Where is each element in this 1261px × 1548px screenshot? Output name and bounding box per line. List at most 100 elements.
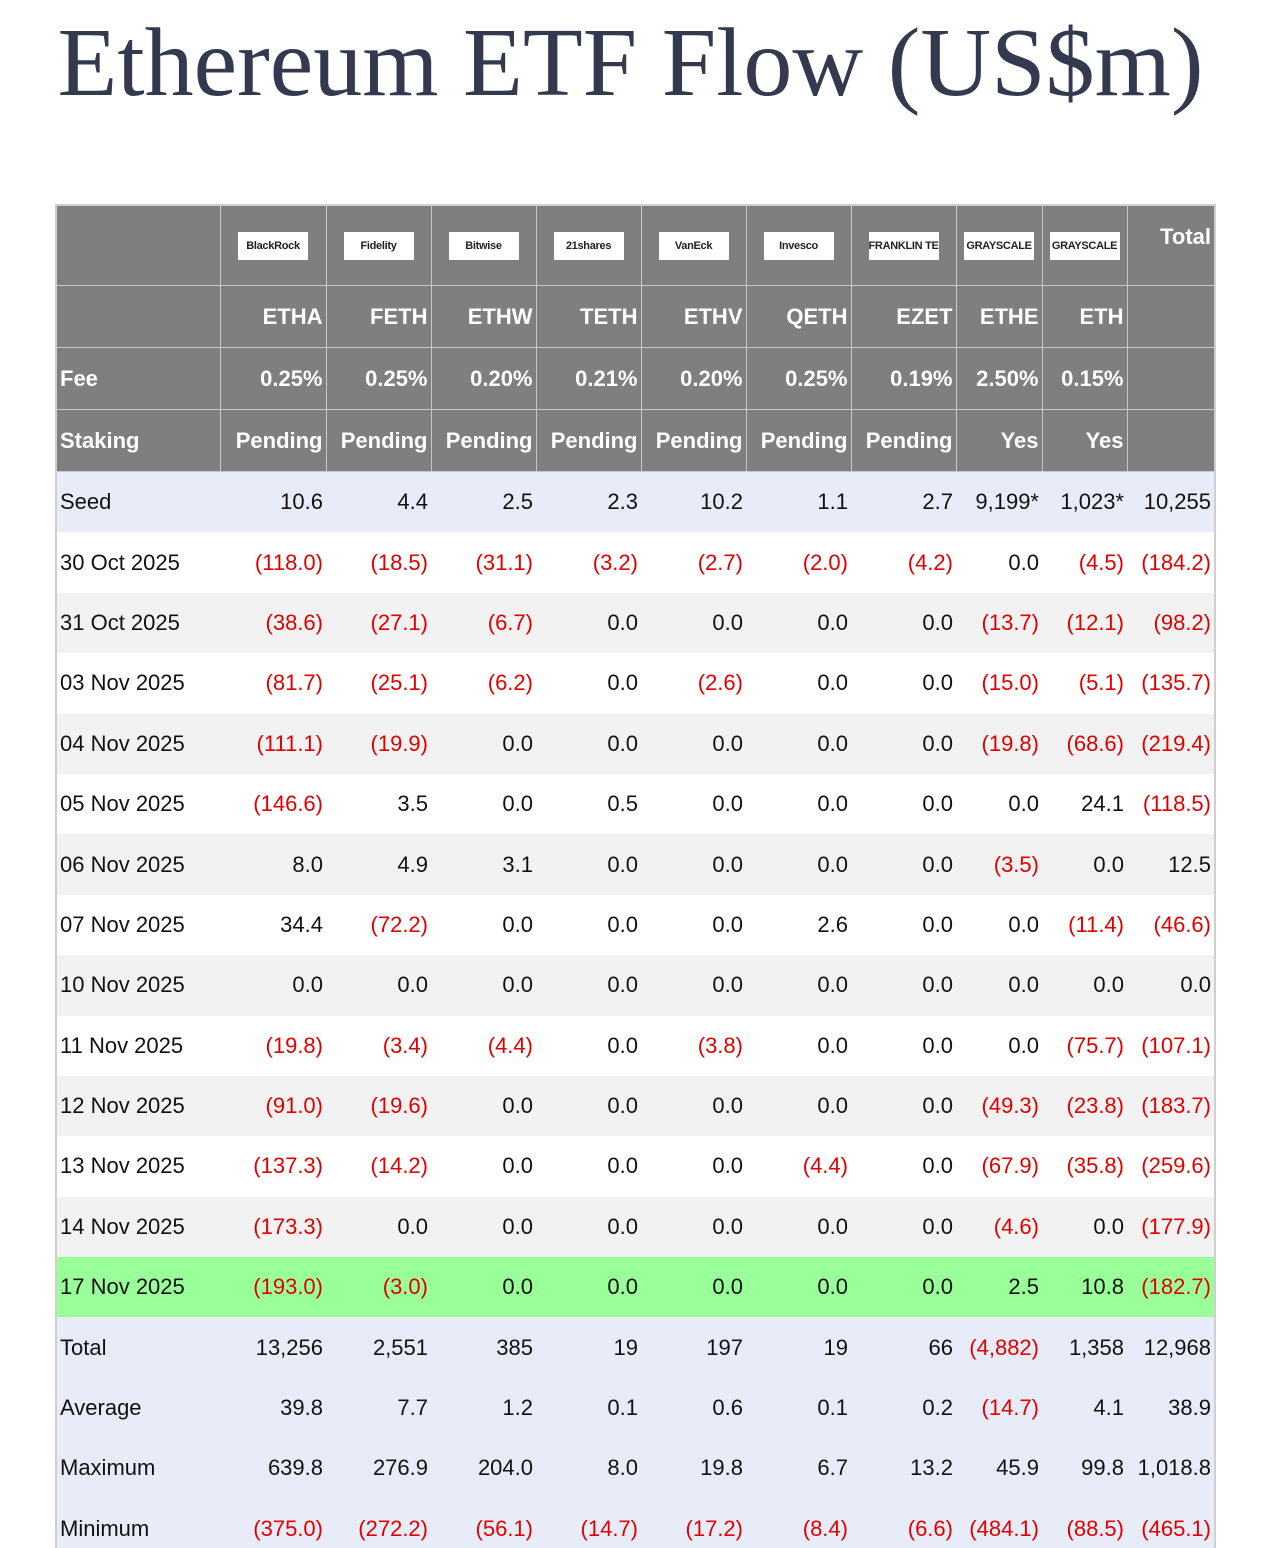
flow-cell: 0.1	[607, 1395, 638, 1421]
flow-cell: 0.0	[712, 791, 743, 817]
flow-cell: 99.8	[1081, 1455, 1124, 1481]
flow-cell: (35.8)	[1066, 1153, 1124, 1179]
flow-cell: (4,882)	[969, 1334, 1039, 1360]
flow-cell: 0.0	[607, 1213, 638, 1239]
flow-cell: (14.7)	[580, 1515, 638, 1541]
flow-cell: 19	[823, 1334, 848, 1360]
row-label: Minimum	[60, 1515, 150, 1541]
header-cell: Pending	[641, 409, 747, 472]
flow-cell: (272.2)	[358, 1515, 428, 1541]
fund-logo: Bitwise	[448, 231, 519, 260]
flow-cell: 0.0	[1008, 972, 1039, 998]
flow-cell: (72.2)	[370, 911, 428, 937]
flow-cell: 1,358	[1068, 1334, 1124, 1360]
logo-cell: GRAYSCALE	[1042, 205, 1128, 286]
table-row: Maximum 639.8 276.9 204.0 8.0 19.8 6.7 13.2 45.9…	[56, 1438, 1215, 1499]
header-cell: 2.50%	[956, 347, 1043, 410]
flow-cell: 0.0	[502, 911, 533, 937]
fund-logo: GRAYSCALE	[1049, 231, 1120, 260]
flow-cell: 0.0	[1008, 549, 1039, 575]
flow-cell: 4.9	[397, 851, 428, 877]
flow-cell: 2.7	[922, 489, 953, 515]
header-label: Fee	[56, 347, 221, 410]
flow-cell: 0.0	[922, 1274, 953, 1300]
flow-cell: 0.0	[502, 730, 533, 756]
header-cell: Pending	[326, 409, 432, 472]
header-label	[56, 285, 221, 348]
flow-cell: (137.3)	[253, 1153, 323, 1179]
header-row: Fee 0.25% 0.25% 0.20% 0.21% 0.20% 0.25% 0.19% 2.…	[56, 347, 1216, 410]
flow-cell: 6.7	[817, 1455, 848, 1481]
flow-cell: 13.2	[910, 1455, 953, 1481]
header-cell: 0.20%	[641, 347, 747, 410]
flow-cell: 4.1	[1093, 1395, 1124, 1421]
flow-cell: 0.0	[1093, 851, 1124, 877]
row-label: 11 Nov 2025	[60, 1032, 184, 1058]
flow-cell: 2.6	[817, 911, 848, 937]
flow-cell: (91.0)	[265, 1093, 323, 1119]
header-cell: ETHV	[641, 285, 747, 348]
flow-cell: (375.0)	[253, 1515, 323, 1541]
row-label: 10 Nov 2025	[60, 972, 185, 998]
flow-cell: (184.2)	[1141, 549, 1211, 575]
header-cell: EZET	[851, 285, 957, 348]
flow-cell: (3.0)	[382, 1274, 428, 1300]
flow-cell: 0.0	[1180, 972, 1211, 998]
row-label: 03 Nov 2025	[60, 670, 185, 696]
header-cell: Pending	[220, 409, 327, 472]
flow-cell: 0.0	[607, 1274, 638, 1300]
row-label: 04 Nov 2025	[60, 730, 185, 756]
header-cell	[1127, 347, 1216, 410]
row-label: Seed	[60, 489, 112, 515]
flow-cell: 2.5	[1008, 1274, 1039, 1300]
header-cell: 0.25%	[326, 347, 432, 410]
flow-cell: 197	[706, 1334, 743, 1360]
header-cell: ETHW	[431, 285, 537, 348]
flow-cell: (67.9)	[981, 1153, 1039, 1179]
header-label: Staking	[56, 409, 221, 472]
flow-cell: (118.0)	[254, 549, 323, 575]
flow-cell: (6.2)	[487, 670, 533, 696]
header-cell	[56, 205, 221, 286]
header-cell: Pending	[431, 409, 537, 472]
header-cell: Pending	[851, 409, 957, 472]
flow-cell: 10,255	[1143, 489, 1211, 515]
flow-cell: 0.0	[922, 609, 953, 635]
header-cell: ETHA	[220, 285, 327, 348]
fund-logo: 21shares	[553, 231, 624, 260]
flow-cell: (173.3)	[253, 1213, 323, 1239]
flow-cell: (4.5)	[1078, 549, 1124, 575]
flow-cell: 0.0	[922, 1153, 953, 1179]
flow-cell: 66	[928, 1334, 953, 1360]
flow-cell: (19.8)	[981, 730, 1039, 756]
flow-cell: (4.6)	[993, 1213, 1039, 1239]
flow-cell: (49.3)	[981, 1093, 1039, 1119]
table-row: 12 Nov 2025 (91.0) (19.6) 0.0 0.0 0.0 0.0 0.0 (4…	[56, 1075, 1215, 1137]
fund-logo: FRANKLIN TEMPLETON	[868, 231, 939, 260]
flow-cell: 0.0	[712, 730, 743, 756]
flow-cell: (135.7)	[1141, 670, 1211, 696]
logo-cell: Fidelity	[326, 205, 432, 286]
flow-cell: (31.1)	[475, 549, 533, 575]
flow-cell: 0.6	[712, 1395, 743, 1421]
flow-cell: 0.0	[397, 972, 428, 998]
flow-cell: 38.9	[1168, 1395, 1211, 1421]
flow-cell: 19	[613, 1334, 638, 1360]
flow-cell: 0.0	[712, 851, 743, 877]
flow-cell: 0.0	[817, 730, 848, 756]
flow-cell: (14.2)	[370, 1153, 428, 1179]
table-row: 30 Oct 2025 (118.0) (18.5) (31.1) (3.2) (2.7)…	[56, 532, 1215, 593]
table-row: 07 Nov 2025 34.4 (72.2) 0.0 0.0 0.0 2.6 0.0 0.0 (…	[56, 894, 1215, 956]
flow-cell: (15.0)	[981, 670, 1039, 696]
logo-cell: FRANKLIN TEMPLETON	[851, 205, 957, 286]
flow-cell: 45.9	[996, 1455, 1039, 1481]
row-label: 07 Nov 2025	[60, 911, 185, 937]
flow-cell: 19.8	[700, 1455, 743, 1481]
flow-cell: 0.0	[1093, 1213, 1124, 1239]
flow-cell: 0.0	[502, 972, 533, 998]
table-row: Minimum (375.0) (272.2) (56.1) (14.7) (17.2) (…	[56, 1498, 1215, 1548]
header-cell: 0.15%	[1042, 347, 1128, 410]
flow-cell: 0.0	[922, 730, 953, 756]
flow-cell: (17.2)	[685, 1515, 743, 1541]
flow-cell: 204.0	[477, 1455, 533, 1481]
